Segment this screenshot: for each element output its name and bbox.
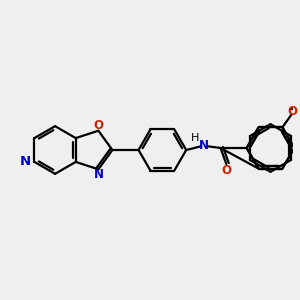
Text: H: H bbox=[191, 134, 200, 143]
Text: N: N bbox=[93, 168, 103, 181]
Text: N: N bbox=[19, 155, 30, 168]
Text: N: N bbox=[199, 139, 208, 152]
Text: O: O bbox=[221, 164, 231, 177]
Text: O: O bbox=[93, 119, 103, 132]
Text: O: O bbox=[288, 105, 298, 119]
